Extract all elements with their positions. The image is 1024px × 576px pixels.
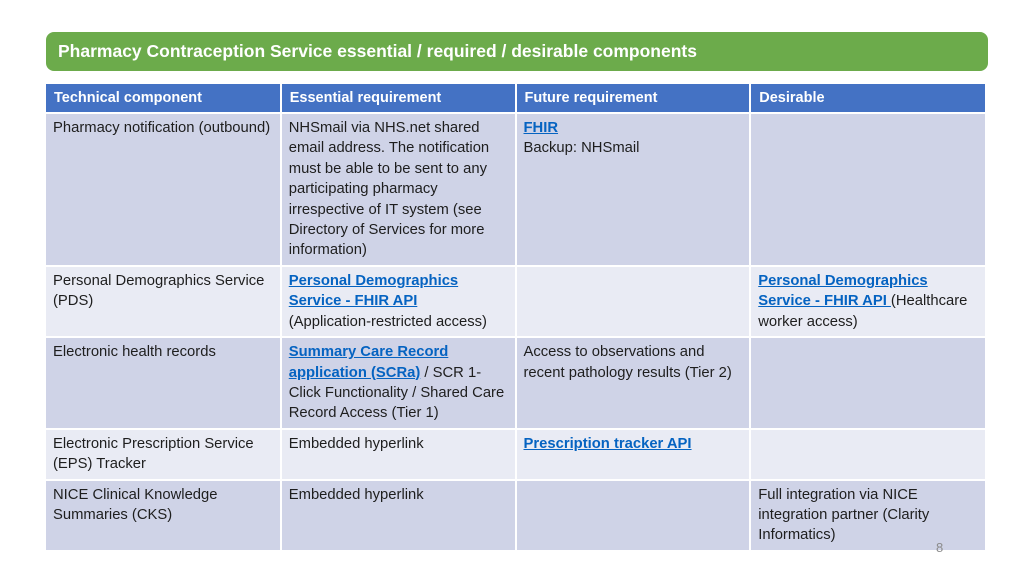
table-cell: Embedded hyperlink — [280, 478, 517, 550]
hyperlink-prescription-tracker-api[interactable]: Prescription tracker API — [523, 435, 692, 452]
cell-text: NICE Clinical Knowledge Summaries (CKS) — [53, 486, 218, 524]
table-cell: NICE Clinical Knowledge Summaries (CKS) — [46, 478, 282, 550]
column-header-technical-component: Technical component — [46, 84, 282, 113]
table-row: Electronic health records Summary Care Re… — [46, 336, 985, 429]
table-cell — [750, 427, 985, 480]
table-cell: Summary Care Record application (SCRa) /… — [280, 336, 517, 429]
table-row: NICE Clinical Knowledge Summaries (CKS) E… — [46, 478, 985, 550]
column-header-future-requirement: Future requirement — [515, 84, 752, 113]
cell-text: (Healthcare worker access) — [758, 293, 968, 330]
table-row: Pharmacy notification (outbound) NHSmail … — [46, 112, 985, 266]
table-cell: Embedded hyperlink — [280, 427, 517, 480]
table-cell — [515, 478, 752, 550]
table-cell: Personal Demographics Service - FHIR API… — [750, 264, 985, 338]
table-cell: Full integration via NICE integration pa… — [750, 478, 985, 550]
cell-text: Personal Demographics Service (PDS) — [53, 273, 265, 310]
table-row: Electronic Prescription Service (EPS) Tr… — [46, 427, 985, 480]
cell-text: / SCR 1-Click Functionality / Shared Car… — [288, 364, 505, 422]
table-cell: Personal Demographics Service - FHIR API… — [280, 264, 517, 338]
table-cell: Personal Demographics Service (PDS) — [46, 264, 282, 338]
cell-text: Embedded hyperlink — [288, 486, 424, 503]
column-header-essential-requirement: Essential requirement — [280, 84, 517, 113]
table-cell: FHIR Backup: NHSmail — [515, 112, 752, 266]
cell-text: Full integration via NICE integration pa… — [758, 486, 930, 544]
cell-text: Pharmacy notification (outbound) — [53, 120, 271, 136]
hyperlink-fhir[interactable]: FHIR — [523, 120, 559, 136]
hyperlink-personal-demographics-service-fhir-api[interactable]: Personal Demographics Service - FHIR API — [758, 273, 928, 310]
page-title: Pharmacy Contraception Service essential… — [58, 41, 697, 61]
cell-text: Electronic health records — [53, 344, 216, 361]
cell-text: Embedded hyperlink — [288, 435, 424, 452]
components-table: Technical component Essential requirement… — [46, 84, 985, 550]
table-header-row: Technical component Essential requirement… — [46, 84, 985, 113]
table-cell — [750, 112, 985, 266]
cell-text: Access to observations and recent pathol… — [523, 344, 732, 381]
column-header-desirable: Desirable — [750, 84, 985, 113]
table-cell — [750, 336, 985, 429]
cell-text: NHSmail via NHS.net shared email address… — [288, 120, 490, 259]
table-cell: Access to observations and recent pathol… — [515, 336, 752, 429]
table-body: Pharmacy notification (outbound) NHSmail … — [46, 112, 985, 550]
table-cell: Prescription tracker API — [515, 427, 752, 480]
table-cell: Electronic health records — [46, 336, 282, 429]
hyperlink-personal-demographics-service-fhir-api[interactable]: Personal Demographics Service - FHIR API — [288, 273, 459, 310]
table-cell: Electronic Prescription Service (EPS) Tr… — [46, 427, 282, 480]
cell-text: Backup: NHSmail — [523, 140, 640, 157]
table-cell: NHSmail via NHS.net shared email address… — [280, 112, 517, 266]
table-cell: Pharmacy notification (outbound) — [46, 112, 282, 266]
table-row: Personal Demographics Service (PDS) Perso… — [46, 264, 985, 338]
cell-text: (Application-restricted access) — [288, 313, 487, 330]
page-number: 8 — [936, 540, 944, 555]
slide-title-bar: Pharmacy Contraception Service essential… — [46, 32, 988, 71]
table-cell — [515, 264, 752, 338]
cell-text: Electronic Prescription Service (EPS) Tr… — [53, 435, 254, 473]
hyperlink-summary-care-record-application-scra[interactable]: Summary Care Record application (SCRa) — [288, 344, 449, 381]
